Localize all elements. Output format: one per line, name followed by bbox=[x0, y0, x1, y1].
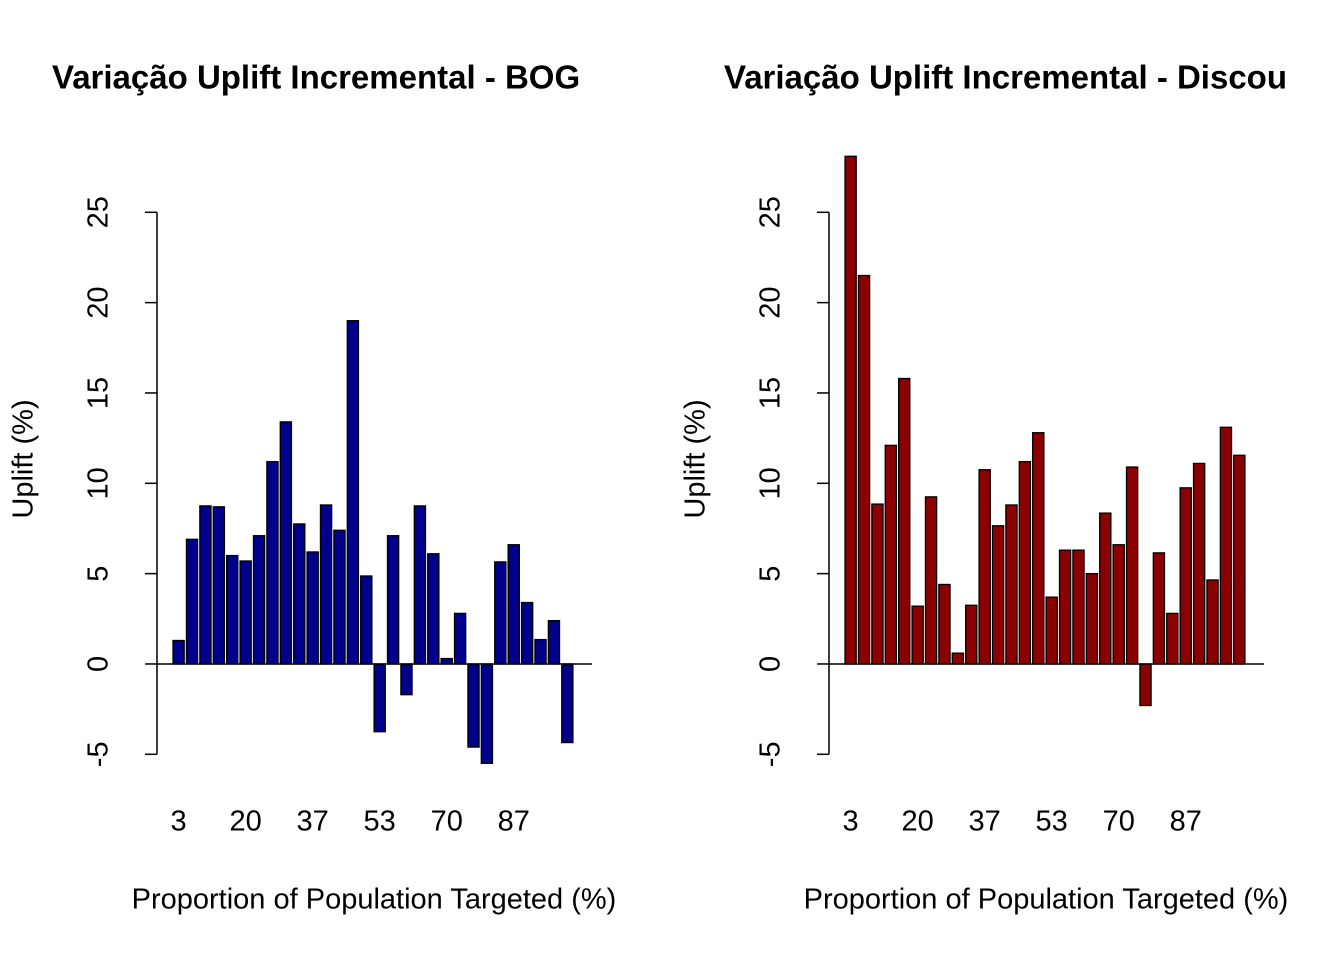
bar bbox=[1139, 663, 1152, 707]
x-tick-label: 37 bbox=[969, 806, 1001, 838]
y-tick-label: -5 bbox=[83, 741, 115, 767]
bar bbox=[991, 525, 1005, 665]
bar bbox=[857, 274, 871, 665]
x-tick-label: 87 bbox=[1170, 806, 1202, 838]
bar bbox=[212, 506, 226, 665]
bar bbox=[467, 663, 480, 748]
bar bbox=[306, 551, 319, 665]
bar bbox=[1072, 549, 1085, 665]
y-tick-label: 15 bbox=[755, 377, 787, 409]
y-tick-label: 25 bbox=[83, 196, 115, 228]
bar bbox=[520, 601, 534, 665]
y-axis-label: Uplift (%) bbox=[680, 399, 712, 518]
bar bbox=[898, 377, 911, 665]
x-tick-label: 3 bbox=[843, 806, 859, 838]
bar bbox=[1085, 572, 1099, 665]
bar bbox=[413, 505, 427, 665]
y-tick-label: 25 bbox=[755, 196, 787, 228]
chart-title: Variação Uplift Incremental - BOG bbox=[52, 59, 580, 96]
x-axis-label: Proportion of Population Targeted (%) bbox=[132, 884, 617, 916]
bar bbox=[561, 663, 574, 744]
bar bbox=[346, 320, 360, 665]
x-tick-label: 87 bbox=[498, 806, 530, 838]
bar bbox=[239, 560, 252, 665]
bar bbox=[333, 529, 346, 665]
bar bbox=[360, 575, 373, 665]
bar bbox=[1219, 426, 1233, 665]
bar bbox=[1166, 612, 1179, 665]
bar bbox=[400, 663, 413, 696]
x-tick-label: 20 bbox=[902, 806, 934, 838]
bar bbox=[480, 663, 494, 764]
y-tick-label: 0 bbox=[83, 656, 115, 672]
bar bbox=[453, 612, 467, 665]
bar bbox=[225, 554, 239, 665]
y-tick-label: 5 bbox=[755, 566, 787, 582]
bar bbox=[440, 657, 453, 665]
bar bbox=[373, 663, 386, 733]
bar bbox=[185, 538, 199, 665]
bar bbox=[507, 544, 520, 665]
chart-title: Variação Uplift Incremental - Discou bbox=[724, 59, 1287, 96]
bar-panel: Variação Uplift Incremental - Discou Upli… bbox=[680, 59, 1289, 916]
x-tick-label: 37 bbox=[297, 806, 329, 838]
x-tick-label: 53 bbox=[364, 806, 396, 838]
bar bbox=[534, 638, 547, 665]
bar bbox=[1152, 552, 1166, 665]
bar bbox=[1099, 512, 1112, 665]
bar-panel: Variação Uplift Incremental - BOG Uplift … bbox=[8, 59, 617, 916]
bar bbox=[951, 652, 965, 665]
bar bbox=[911, 605, 924, 665]
bar bbox=[965, 604, 978, 665]
y-tick-label: 5 bbox=[83, 566, 115, 582]
bar bbox=[871, 503, 884, 665]
bar bbox=[252, 535, 266, 665]
x-tick-label: 3 bbox=[171, 806, 187, 838]
bar bbox=[1206, 579, 1219, 665]
bar bbox=[1005, 504, 1018, 665]
y-tick-label: 20 bbox=[755, 286, 787, 318]
bar bbox=[494, 561, 507, 665]
bar bbox=[547, 619, 561, 665]
x-tick-label: 53 bbox=[1036, 806, 1068, 838]
bar bbox=[1179, 487, 1192, 665]
bar bbox=[1045, 596, 1058, 665]
bar bbox=[386, 535, 400, 665]
bar bbox=[844, 155, 857, 665]
x-axis-label: Proportion of Population Targeted (%) bbox=[804, 884, 1289, 916]
y-tick-label: -5 bbox=[755, 741, 787, 767]
bar bbox=[1125, 466, 1139, 665]
bar bbox=[319, 504, 333, 665]
y-tick-label: 10 bbox=[83, 467, 115, 499]
y-tick-label: 20 bbox=[83, 286, 115, 318]
y-tick-label: 10 bbox=[755, 467, 787, 499]
y-tick-label: 0 bbox=[755, 656, 787, 672]
bar bbox=[172, 639, 185, 665]
bar bbox=[1058, 549, 1072, 665]
bar bbox=[266, 460, 279, 665]
bar bbox=[924, 496, 938, 665]
bar bbox=[293, 523, 306, 665]
bar bbox=[1018, 460, 1032, 665]
y-axis-label: Uplift (%) bbox=[8, 399, 40, 518]
bar bbox=[978, 469, 991, 665]
bar bbox=[1112, 544, 1125, 665]
bar bbox=[1032, 432, 1045, 665]
x-tick-label: 70 bbox=[1103, 806, 1135, 838]
bar bbox=[427, 553, 440, 665]
bar bbox=[199, 505, 212, 665]
bar bbox=[884, 444, 898, 665]
bar bbox=[1192, 462, 1206, 665]
bar bbox=[938, 583, 951, 665]
x-tick-label: 20 bbox=[230, 806, 262, 838]
y-tick-label: 15 bbox=[83, 377, 115, 409]
x-tick-label: 70 bbox=[431, 806, 463, 838]
bar bbox=[279, 421, 293, 665]
bar bbox=[1233, 454, 1246, 665]
